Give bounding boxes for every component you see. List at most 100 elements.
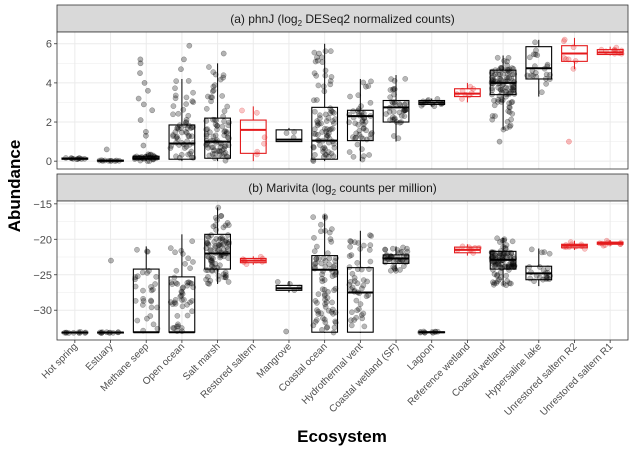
panel-a-jitter-point: [532, 39, 538, 46]
panel-a-jitter-point: [533, 47, 539, 54]
panel-a-jitter-point: [311, 70, 318, 77]
panel-a-jitter-point: [206, 152, 213, 159]
panel-b-jitter-point: [353, 297, 360, 304]
panel-b-jitter-point: [353, 314, 360, 321]
panel-a-jitter-point: [320, 83, 327, 90]
panel-a-outlier-point: [143, 128, 149, 135]
panel-a-jitter-point: [186, 133, 193, 139]
panel-a-jitter-point: [183, 116, 190, 123]
panel-a-jitter-point: [390, 86, 396, 93]
panel-b-jitter-point: [210, 255, 216, 262]
panel-b-jitter-point: [511, 264, 517, 271]
panel-b-jitter-point: [205, 273, 211, 280]
panel-a-jitter-point: [397, 119, 403, 126]
panel-a-jitter-point: [186, 122, 192, 129]
panel-a-jitter-point: [350, 108, 357, 114]
panel-a-box: [311, 106, 339, 160]
panel-a-jitter-point: [403, 100, 409, 107]
panel-a-jitter-point: [329, 118, 336, 124]
panel-a-jitter-point: [363, 83, 369, 90]
panel-b-jitter-point: [326, 229, 333, 236]
panel-a-jitter-point: [503, 125, 510, 131]
panel-b-jitter-point: [506, 280, 513, 287]
panel-b-jitter-point: [318, 310, 325, 317]
panel-a-jitter-point: [532, 69, 539, 76]
panel-a-jitter-point: [498, 87, 504, 93]
panel-a-jitter-point: [319, 129, 325, 135]
panel-a-jitter-point: [207, 129, 213, 136]
panel-a-jitter-point: [491, 102, 498, 109]
panel-b-jitter-point: [153, 273, 160, 280]
panel-b-jitter-point: [318, 228, 324, 235]
panel-b-jitter-point: [185, 279, 192, 286]
panel-a-outlier-point: [137, 60, 144, 67]
panel-a-jitter-point: [506, 104, 513, 111]
panel-a-jitter-point: [390, 100, 396, 106]
panel-b-jitter-point: [173, 267, 180, 274]
panel-b-jitter-point: [546, 250, 553, 257]
panel-b-y-tick-label: −25: [33, 270, 52, 282]
panel-b-jitter-point: [311, 248, 318, 255]
panel-a-outlier-point: [186, 42, 193, 49]
panel-b: (b) Marivita (log2 counts per million) −…: [33, 173, 629, 341]
x-tick-label: Hydrothermal vent: [300, 341, 366, 407]
panel-a-jitter-point: [506, 104, 513, 110]
panel-a-jitter-point: [387, 94, 394, 101]
panel-a-jitter-point: [498, 76, 504, 82]
panel-b-jitter-point: [140, 287, 146, 294]
panel-a-jitter-point: [188, 133, 195, 140]
panel-b-jitter-point: [349, 284, 356, 291]
panel-a-jitter-point: [314, 57, 321, 64]
panel-b-jitter-point: [179, 285, 186, 292]
panel-b-jitter-point: [360, 282, 367, 289]
panel-b-jitter-point: [209, 267, 215, 274]
panel-a-gridlines: [57, 32, 628, 169]
panel-a-jitter-point: [506, 109, 513, 115]
panel-b-jitter-point: [368, 233, 375, 239]
panel-b-jitter-point: [221, 274, 227, 281]
x-tick-label: Coastal wetland (SF): [327, 341, 401, 415]
panel-a-jitter-point: [203, 133, 210, 139]
panel-a-jitter-point: [318, 120, 324, 127]
panel-b-jitter-point: [189, 308, 195, 315]
panel-a-outlier-point: [149, 107, 156, 114]
panel-b-jitter-point: [134, 317, 141, 324]
panel-a-y-tick-label: 6: [46, 39, 52, 51]
panel-b-jitter-point: [329, 306, 336, 313]
panel-a-jitter-point: [254, 109, 260, 116]
panel-b-jitter-point: [178, 325, 185, 331]
panel-a-jitter-point: [323, 151, 330, 158]
panel-a-jitter-point: [317, 142, 323, 148]
panel-b-jitter-point: [311, 234, 317, 241]
panel-a-jitter-point: [328, 74, 335, 80]
panel-a-jitter-point: [387, 117, 393, 123]
panel-a-outlier-point: [143, 132, 149, 139]
panel-b-jitter-point: [321, 286, 328, 293]
panel-b-jitter-point: [211, 238, 218, 245]
panel-a-jitter-point: [326, 130, 332, 137]
panel-b-jitter-point: [167, 245, 174, 251]
panel-a-jitter-point: [190, 99, 197, 106]
panel-b-jitter-point: [358, 312, 365, 318]
panel-a-jitter-point: [185, 112, 192, 119]
panel-a-jitter-point: [367, 99, 374, 106]
panel-b-jitter-point: [224, 244, 230, 250]
panel-b-jitter-point: [398, 249, 405, 255]
panel-a-jitter-point: [312, 108, 318, 115]
panel-b-jitter-point: [179, 289, 185, 296]
panel-a-jitter-point: [222, 157, 229, 164]
panel-b-jitter-point: [509, 260, 516, 267]
panel-b-jitter-point: [498, 261, 505, 268]
panel-b-jitter-point: [154, 304, 160, 311]
panel-b-jitter-point: [359, 285, 365, 292]
panel-a-jitter-point: [359, 118, 366, 125]
panel-b-jitter-point: [220, 241, 227, 248]
panel-b-jitter-point: [140, 295, 146, 302]
panel-b-jitter-point: [215, 204, 222, 211]
panel-b-jitter-point: [346, 253, 353, 259]
panel-a-jitter-point: [495, 71, 502, 78]
panel-b-jitter-point: [354, 280, 361, 287]
panel-b-jitter-point: [320, 315, 326, 321]
panel-b-jitter-point: [140, 298, 147, 304]
panel-b-jitter-point: [206, 280, 212, 287]
